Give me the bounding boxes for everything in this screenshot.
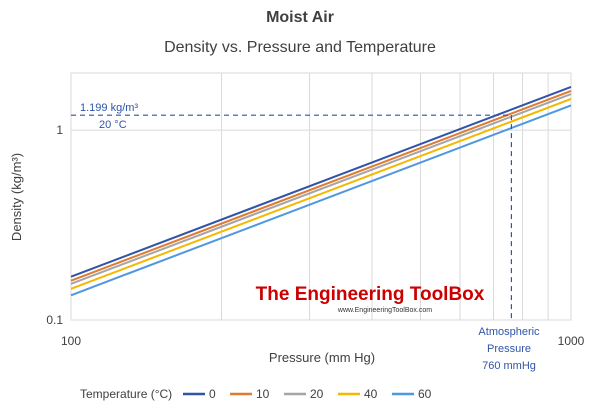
series-line-10 <box>70 89 572 282</box>
chart-title: Moist Air <box>266 9 334 26</box>
annotation-atm-line3: 760 mmHg <box>482 360 536 372</box>
x-tick-label: 100 <box>61 334 81 348</box>
legend-label-40: 40 <box>364 387 378 401</box>
watermark-logo: The Engineering ToolBox <box>256 284 485 305</box>
legend-label-0: 0 <box>209 387 216 401</box>
series-line-60 <box>70 104 572 297</box>
x-axis-label: Pressure (mm Hg) <box>269 350 375 365</box>
legend: Temperature (°C) 0 10 20 40 60 <box>80 387 432 401</box>
legend-title: Temperature (°C) <box>80 387 172 401</box>
chart-subtitle: Density vs. Pressure and Temperature <box>164 39 436 56</box>
annotation-density-value: 1.199 kg/m³ <box>80 102 138 114</box>
watermark-url: www.EngineeringToolBox.com <box>337 307 432 314</box>
legend-label-10: 10 <box>256 387 270 401</box>
series-line-0 <box>70 85 572 278</box>
annotation-atm-line1: Atmospheric <box>478 326 540 338</box>
y-tick-label: 0.1 <box>46 313 63 327</box>
series-line-20 <box>70 93 572 285</box>
legend-label-60: 60 <box>418 387 432 401</box>
plot-area: 100 1000 0.1 1 <box>46 72 585 348</box>
y-tick-label: 1 <box>56 123 63 137</box>
series-line-40 <box>70 98 572 290</box>
y-axis-label: Density (kg/m³) <box>9 153 24 241</box>
x-tick-label: 1000 <box>558 334 585 348</box>
legend-label-20: 20 <box>310 387 324 401</box>
plot-frame <box>70 72 572 321</box>
annotation-atm-line2: Pressure <box>487 343 531 355</box>
annotation-temperature: 20 °C <box>99 119 127 131</box>
